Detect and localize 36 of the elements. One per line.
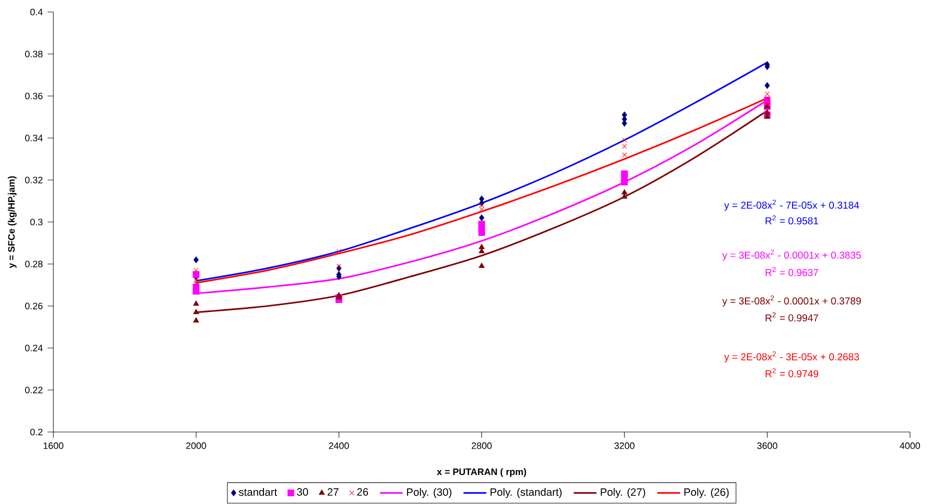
y-tick-label: 0.34 [25, 134, 43, 142]
annotation: R$^{2}$ = 0.9947 [766, 312, 818, 322]
legend-label: Poly. (27) [600, 488, 646, 498]
y-tick-label: 0.3 [30, 218, 43, 226]
y-tick-label: 0.2 [30, 428, 42, 436]
y-tick-label: 0.24 [25, 344, 43, 352]
y-tick-label: 0.38 [25, 50, 43, 58]
annotation: y = 3E-08x$^{2}$ - 0.0001x + 0.3835 [722, 250, 861, 261]
annotation: R$^{2}$ = 0.9581 [766, 215, 818, 224]
x-tick-label: 2800 [472, 442, 492, 449]
legend-label: Poly. (standart) [490, 488, 562, 498]
legend-label: Poly. (30) [407, 488, 452, 498]
y-axis-title: y = SFCe (kg/HP.jam) [8, 176, 17, 268]
x-tick-label: 3600 [757, 442, 778, 449]
legend-label: 27 [328, 488, 338, 496]
y-tick-label: 0.22 [25, 386, 42, 394]
x-tick-label: 3200 [614, 442, 634, 449]
x-tick-label: 1600 [44, 442, 64, 449]
legend-label: Poly. (26) [684, 488, 729, 498]
legend-label: 30 [297, 488, 308, 496]
y-tick-label: 0.26 [25, 302, 43, 310]
y-tick-label: 0.32 [25, 176, 42, 184]
x-tick-label: 4000 [900, 442, 920, 449]
y-tick-label: 0.4 [30, 8, 43, 16]
y-tick-label: 0.28 [25, 260, 43, 268]
annotation: y = 2E-08x$^{2}$ - 3E-05x + 0.2683 [724, 351, 859, 362]
x-tick-label: 2400 [328, 442, 349, 449]
annotation: R$^{2}$ = 0.9637 [766, 267, 818, 276]
y-tick-label: 0.36 [25, 92, 43, 100]
annotation: y = 3E-08x$^{2}$ - 0.0001x + 0.3789 [722, 295, 861, 306]
x-axis-title: x = PUTARAN ( rpm) [436, 468, 526, 477]
legend-label: 26 [357, 488, 368, 496]
annotation: R$^{2}$ = 0.9749 [766, 368, 818, 378]
legend-label: standart [238, 488, 278, 496]
x-tick-label: 2000 [186, 442, 206, 449]
annotation: y = 2E-08x$^{2}$ - 7E-05x + 0.3184 [724, 200, 860, 211]
